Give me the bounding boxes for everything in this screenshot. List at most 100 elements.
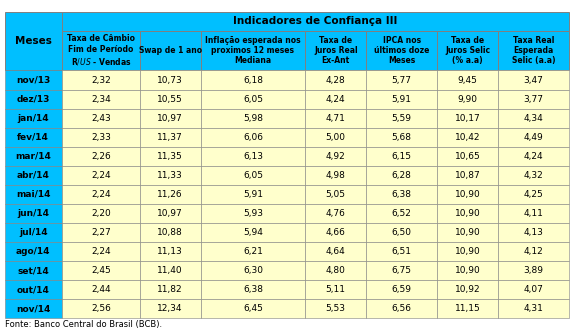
Bar <box>140 89 201 109</box>
Text: Taxa de
Juros Selic
(% a.a): Taxa de Juros Selic (% a.a) <box>445 36 490 65</box>
Bar <box>62 128 140 147</box>
Text: 10,55: 10,55 <box>157 95 183 104</box>
Text: 5,05: 5,05 <box>325 190 346 199</box>
Bar <box>62 261 140 280</box>
Text: 11,40: 11,40 <box>157 266 183 275</box>
Bar <box>201 261 306 280</box>
Bar <box>5 71 62 89</box>
Text: 2,24: 2,24 <box>91 190 111 199</box>
Bar <box>437 147 498 166</box>
Text: 10,73: 10,73 <box>157 76 183 84</box>
Text: Inflação esperada nos
proximos 12 meses
Mediana: Inflação esperada nos proximos 12 meses … <box>205 36 301 65</box>
Text: 5,00: 5,00 <box>325 133 346 142</box>
Bar <box>140 31 201 71</box>
Bar <box>498 185 569 204</box>
Text: 5,59: 5,59 <box>392 114 412 123</box>
Bar <box>201 185 306 204</box>
Bar <box>140 299 201 318</box>
Text: nov/13: nov/13 <box>16 76 50 84</box>
Text: jul/14: jul/14 <box>19 228 47 237</box>
Bar <box>201 128 306 147</box>
Text: 10,92: 10,92 <box>455 285 481 294</box>
Bar <box>201 147 306 166</box>
Bar <box>306 71 366 89</box>
Text: 4,66: 4,66 <box>326 228 345 237</box>
Bar <box>366 31 437 71</box>
Text: 10,65: 10,65 <box>455 152 481 161</box>
Text: 6,45: 6,45 <box>243 304 263 313</box>
Bar <box>62 12 569 31</box>
Text: 4,64: 4,64 <box>326 247 345 256</box>
Bar <box>5 12 62 71</box>
Bar <box>498 166 569 185</box>
Text: 6,50: 6,50 <box>392 228 412 237</box>
Bar <box>140 166 201 185</box>
Text: 2,56: 2,56 <box>91 304 111 313</box>
Bar <box>498 261 569 280</box>
Bar <box>366 166 437 185</box>
Text: 9,45: 9,45 <box>458 76 478 84</box>
Text: Indicadores de Confiança III: Indicadores de Confiança III <box>233 16 398 26</box>
Bar <box>306 166 366 185</box>
Text: 4,24: 4,24 <box>326 95 345 104</box>
Bar <box>498 280 569 299</box>
Text: 10,42: 10,42 <box>455 133 481 142</box>
Text: 10,88: 10,88 <box>157 228 183 237</box>
Text: 4,12: 4,12 <box>523 247 543 256</box>
Bar <box>62 31 140 71</box>
Bar <box>5 242 62 261</box>
Text: 4,28: 4,28 <box>326 76 345 84</box>
Text: 10,90: 10,90 <box>455 247 481 256</box>
Bar <box>366 89 437 109</box>
Bar <box>306 185 366 204</box>
Bar <box>306 109 366 128</box>
Bar <box>5 89 62 109</box>
Bar <box>366 71 437 89</box>
Text: 9,90: 9,90 <box>458 95 478 104</box>
Bar <box>498 242 569 261</box>
Bar <box>140 223 201 242</box>
Text: 4,24: 4,24 <box>524 152 543 161</box>
Bar <box>498 147 569 166</box>
Bar <box>62 166 140 185</box>
Bar <box>306 89 366 109</box>
Text: 10,90: 10,90 <box>455 266 481 275</box>
Bar <box>140 242 201 261</box>
Bar <box>437 166 498 185</box>
Bar <box>437 109 498 128</box>
Bar <box>437 89 498 109</box>
Text: mai/14: mai/14 <box>16 190 51 199</box>
Bar <box>5 223 62 242</box>
Text: jun/14: jun/14 <box>17 209 49 218</box>
Bar <box>366 223 437 242</box>
Bar <box>306 147 366 166</box>
Bar <box>140 280 201 299</box>
Text: 2,20: 2,20 <box>91 209 111 218</box>
Text: 2,27: 2,27 <box>91 228 111 237</box>
Bar <box>201 280 306 299</box>
Text: 2,24: 2,24 <box>91 247 111 256</box>
Text: 4,92: 4,92 <box>326 152 345 161</box>
Bar <box>437 242 498 261</box>
Text: Swap de 1 ano: Swap de 1 ano <box>139 46 202 55</box>
Bar <box>62 280 140 299</box>
Bar <box>306 31 366 71</box>
Text: 2,26: 2,26 <box>91 152 111 161</box>
Bar <box>140 147 201 166</box>
Bar <box>437 31 498 71</box>
Text: 5,68: 5,68 <box>392 133 412 142</box>
Text: 11,35: 11,35 <box>157 152 183 161</box>
Text: 2,34: 2,34 <box>91 95 111 104</box>
Bar <box>5 128 62 147</box>
Text: 10,90: 10,90 <box>455 190 481 199</box>
Bar <box>437 299 498 318</box>
Text: mar/14: mar/14 <box>15 152 51 161</box>
Text: 10,90: 10,90 <box>455 209 481 218</box>
Text: 6,05: 6,05 <box>243 171 263 180</box>
Bar <box>5 147 62 166</box>
Text: Taxa Real
Esperada
Selic (a.a): Taxa Real Esperada Selic (a.a) <box>512 36 555 65</box>
Text: 11,13: 11,13 <box>157 247 183 256</box>
Bar <box>140 185 201 204</box>
Bar <box>5 204 62 223</box>
Text: 4,34: 4,34 <box>523 114 543 123</box>
